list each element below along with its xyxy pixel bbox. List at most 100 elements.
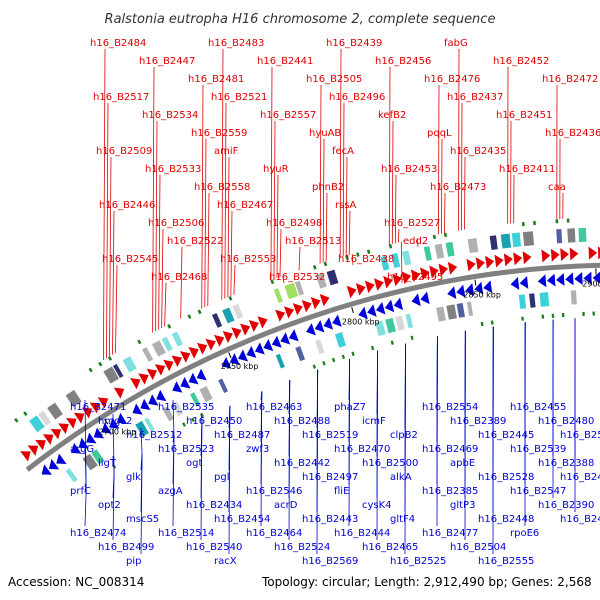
rna-marker <box>490 320 494 325</box>
feature-block <box>295 346 306 362</box>
rna-marker <box>98 361 103 367</box>
forward-gene-arrow <box>179 351 191 363</box>
forward-gene-label: fecA <box>332 146 354 157</box>
forward-gene-arrow <box>560 248 569 262</box>
forward-gene-label-leader <box>388 66 391 245</box>
feature-block <box>284 282 299 300</box>
reverse-gene-label: h16_B2540 <box>186 542 242 553</box>
forward-gene-label-leader <box>298 246 301 271</box>
feature-block <box>436 306 446 322</box>
reverse-gene-label: apbE <box>450 458 475 469</box>
forward-gene-arrow <box>89 402 101 414</box>
scale-tick-mark <box>474 279 477 286</box>
rna-marker <box>551 313 555 318</box>
forward-gene-arrow <box>346 285 357 299</box>
reverse-gene-label: h16_B2385 <box>422 486 478 497</box>
forward-gene-label: h16_B2472 <box>542 74 598 85</box>
forward-gene-arrow <box>50 428 62 440</box>
rna-marker <box>390 340 394 345</box>
reverse-gene-label-leader <box>112 471 115 541</box>
reverse-gene-label-leader <box>172 434 175 527</box>
forward-gene-arrow <box>222 331 233 343</box>
forward-gene-label: h16_B2484 <box>90 38 146 49</box>
rna-marker <box>182 422 187 427</box>
rna-marker <box>331 357 336 363</box>
reverse-gene-label: ogt <box>186 458 202 469</box>
reverse-gene-arrow <box>140 398 151 411</box>
feature-block <box>151 340 166 357</box>
rna-marker <box>107 356 113 361</box>
forward-gene-label: h16_B2436 <box>545 128 600 139</box>
forward-gene-arrow <box>447 261 458 275</box>
feature-block <box>315 273 327 289</box>
feature-block <box>405 313 414 329</box>
reverse-gene-arrow <box>546 273 556 287</box>
feature-block <box>65 389 82 408</box>
rna-marker <box>480 321 484 327</box>
reverse-gene-label: phaZ7 <box>334 402 366 413</box>
reverse-gene-label-leader <box>376 350 378 541</box>
reverse-gene-arrow <box>132 403 143 415</box>
rna-marker <box>582 311 585 316</box>
reverse-gene-label-leader <box>228 405 231 555</box>
forward-gene-label-leader <box>103 48 106 360</box>
reverse-gene-label: h16_B2535 <box>158 402 214 413</box>
forward-gene-arrow <box>364 280 375 294</box>
forward-gene-label: h16_B2435 <box>450 146 506 157</box>
reverse-gene-arrow <box>411 293 421 307</box>
forward-gene-arrow <box>240 323 251 336</box>
reverse-gene-label: h16_B2512 <box>126 430 182 441</box>
forward-gene-label-leader <box>233 264 236 295</box>
rna-marker <box>388 244 393 249</box>
reverse-gene-arrow <box>519 275 529 289</box>
forward-gene-label-leader <box>270 66 273 281</box>
forward-gene-arrow <box>466 258 476 272</box>
reverse-gene-label: h16_B2423 <box>560 472 600 483</box>
reverse-gene-label: h16_B2448 <box>478 514 534 525</box>
rna-marker <box>351 351 355 357</box>
reverse-gene-label-leader <box>140 427 143 454</box>
forward-gene-arrow <box>130 377 141 390</box>
forward-gene-label: h16_B2521 <box>211 92 267 103</box>
reverse-gene-arrow <box>474 281 484 295</box>
forward-gene-label: fabG <box>444 38 468 49</box>
reverse-gene-label: gltP3 <box>450 500 475 511</box>
reverse-gene-label: h16_B2488 <box>274 416 330 427</box>
reverse-gene-arrow <box>556 272 565 286</box>
feature-block <box>529 293 536 308</box>
forward-gene-label: h16_B2476 <box>424 74 480 85</box>
reverse-gene-arrow <box>384 299 395 313</box>
rna-marker <box>137 339 142 345</box>
accession-text: Accession: NC_008314 <box>8 575 144 589</box>
forward-gene-arrow <box>522 251 532 265</box>
forward-gene-arrow <box>66 418 77 429</box>
feature-block <box>334 332 347 348</box>
forward-gene-arrow <box>355 283 366 296</box>
scale-tick-mark <box>228 352 232 359</box>
feature-block <box>489 235 498 250</box>
reverse-gene-label: h16_B2445 <box>478 430 534 441</box>
scale-tick-label: 2850 kbp <box>463 290 501 299</box>
forward-gene-label-leader <box>221 48 224 300</box>
rna-marker <box>23 411 28 417</box>
feature-block <box>294 280 305 296</box>
feature-block <box>273 288 283 303</box>
feature-block <box>29 415 45 433</box>
reverse-gene-label: glk <box>126 472 141 483</box>
feature-block <box>539 292 550 307</box>
forward-gene-label: h16_B2437 <box>447 92 503 103</box>
forward-gene-label-leader <box>394 174 397 244</box>
forward-gene-arrow <box>597 246 600 260</box>
forward-gene-label: h16_B2411 <box>499 164 555 175</box>
feature-block <box>401 250 412 266</box>
reverse-gene-arrow <box>238 349 249 362</box>
rna-marker <box>561 312 565 318</box>
forward-gene-label-leader <box>400 241 403 284</box>
forward-gene-label-leader <box>276 174 279 279</box>
feature-block <box>522 231 535 247</box>
forward-gene-arrow <box>188 346 199 359</box>
feature-block <box>578 227 587 243</box>
reverse-gene-arrow <box>48 458 60 470</box>
reverse-gene-label: fliE <box>334 486 349 497</box>
